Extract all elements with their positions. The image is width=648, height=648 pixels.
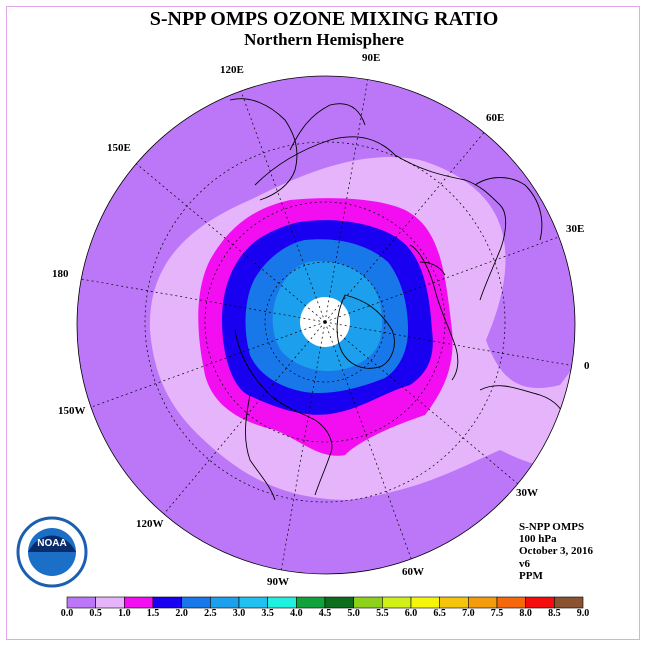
info-instrument: S-NPP OMPS <box>519 521 585 533</box>
lon-label-0: 0 <box>584 360 590 372</box>
colorbar-tick-label: 4.0 <box>290 608 303 619</box>
lon-label-60w: 60W <box>402 566 424 578</box>
meridian-line <box>324 76 371 323</box>
lon-label-150w: 150W <box>58 405 86 417</box>
lon-label-90e: 90E <box>362 52 381 64</box>
colorbar-tick-label: 6.0 <box>404 608 418 619</box>
colorbar-tick-label: 1.0 <box>118 608 131 619</box>
colorbar-tick-label: 5.5 <box>376 608 389 619</box>
meridian-line <box>235 77 326 323</box>
colorbar-tick-label: 5.0 <box>347 608 360 619</box>
colorbar-tick-label: 4.5 <box>318 608 332 619</box>
meridian-line <box>324 321 575 368</box>
colorbar-tick-label: 8.0 <box>519 608 532 619</box>
colorbar-tick-label: 6.5 <box>433 608 446 619</box>
meridian-line <box>80 321 326 412</box>
map-title: S-NPP OMPS OZONE MIXING RATIO <box>149 8 499 30</box>
colorbar-tick-label: 8.5 <box>548 608 561 619</box>
map-border <box>76 75 576 575</box>
colorbar-tick-label: 7.0 <box>462 608 475 619</box>
colorbar-tick-label: 3.0 <box>232 608 246 619</box>
lon-label-120e: 120E <box>220 64 244 76</box>
meridian-line <box>77 276 326 323</box>
meridian-line <box>324 122 493 323</box>
colorbar-tick-label: 1.5 <box>146 608 160 619</box>
colorbar-tick-label: 9.0 <box>576 608 590 619</box>
info-level: 100 hPa <box>519 533 557 546</box>
map-subtitle: Northern Hemisphere <box>244 30 404 49</box>
meridian-line <box>324 321 525 490</box>
info-block: S-NPP OMPS 100 hPa October 3, 2016 v6 PP… <box>519 521 593 582</box>
meridians <box>77 76 575 574</box>
lon-label-30e: 30E <box>566 223 585 235</box>
meridian-line <box>157 321 326 522</box>
meridian-line <box>324 321 415 567</box>
meridian-line <box>125 154 326 323</box>
colorbar-tick-label: 3.5 <box>261 608 274 619</box>
figure-frame <box>6 6 640 640</box>
info-version: v6 <box>519 557 530 570</box>
info-date: October 3, 2016 <box>519 545 594 558</box>
meridian-line <box>324 232 570 323</box>
lon-label-30w: 30W <box>516 487 538 499</box>
colorbar-tick-label: 7.5 <box>490 608 504 619</box>
info-units: PPM <box>519 569 543 582</box>
colorbar-tick-label: 0.0 <box>60 608 74 619</box>
graticule <box>144 141 506 503</box>
lon-label-90w: 90W <box>267 576 289 588</box>
colorbar-tick-label: 0.5 <box>89 608 102 619</box>
lon-label-120w: 120W <box>136 518 164 530</box>
meridian-line <box>279 321 326 574</box>
colorbar-tick-label: 2.5 <box>204 608 217 619</box>
lon-label-60e: 60E <box>486 112 505 124</box>
colorbar-tick-label: 2.0 <box>175 608 188 619</box>
lon-label-180: 180 <box>52 268 69 280</box>
lon-label-150e: 150E <box>107 142 131 154</box>
